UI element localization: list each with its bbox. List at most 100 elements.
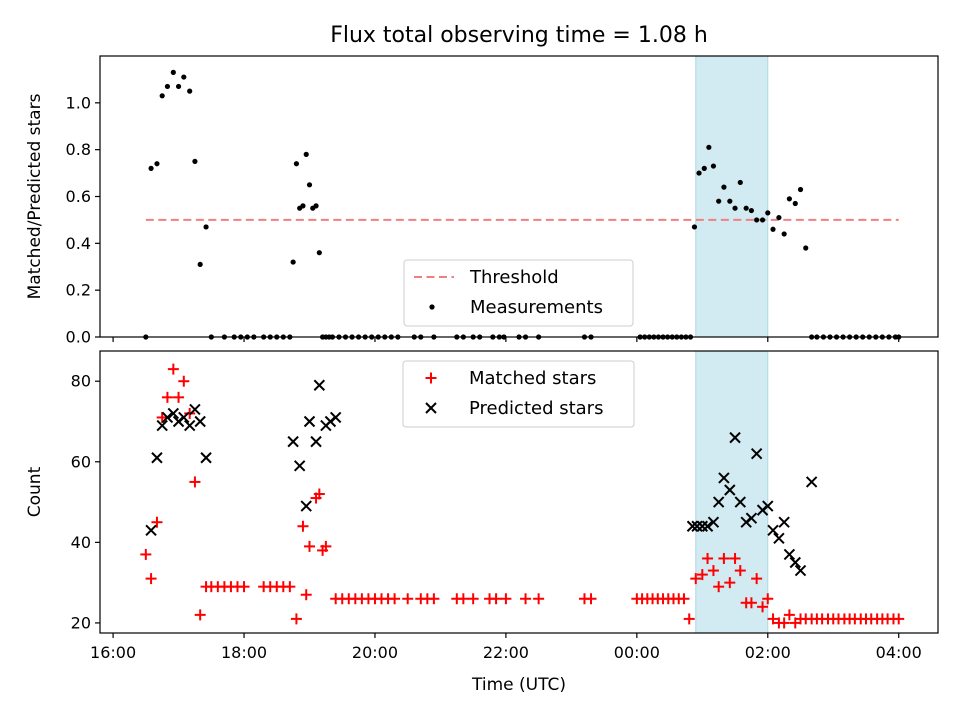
predicted-star-point <box>329 411 342 424</box>
predicted-star-point <box>310 435 322 448</box>
matched-star-point <box>389 593 401 605</box>
legend-box <box>403 259 634 327</box>
measurement-point <box>203 224 209 230</box>
predicted-star-point <box>729 431 741 444</box>
y-tick-label: 0.6 <box>66 187 91 206</box>
predicted-star-point <box>183 419 196 432</box>
measurement-point <box>164 83 171 90</box>
matched-star-point <box>783 609 795 621</box>
predicted-star-point <box>712 496 725 508</box>
measurement-point <box>187 88 193 94</box>
matched-star-point <box>762 593 774 605</box>
predicted-star-point <box>783 548 796 561</box>
x-tick-label: 18:00 <box>221 643 267 662</box>
measurement-point <box>159 93 165 99</box>
matched-star-point <box>500 593 512 605</box>
predicted-star-point <box>696 520 709 532</box>
matched-star-point <box>145 573 157 585</box>
matched-star-point <box>724 577 736 589</box>
matched-star-point <box>678 593 690 605</box>
matched-star-point <box>173 391 185 403</box>
y-tick-label: 60 <box>71 452 91 471</box>
measurement-point <box>803 245 809 251</box>
plot-frame <box>99 350 939 634</box>
predicted-star-point <box>686 520 699 532</box>
matched-star-point <box>713 581 725 593</box>
measurement-point <box>306 182 313 188</box>
matched-star-point <box>297 520 309 532</box>
matched-star-point <box>767 613 779 625</box>
predicted-star-point <box>767 524 779 536</box>
series-predicted-stars <box>145 379 818 577</box>
measurement-point <box>316 250 322 256</box>
y-tick-label: 40 <box>71 533 91 552</box>
x-tick-label: 00:00 <box>614 643 660 662</box>
matched-star-point <box>167 363 179 375</box>
x-tick-label: 02:00 <box>745 643 791 662</box>
measurement-point <box>792 200 798 207</box>
measurement-point <box>776 214 782 221</box>
predicted-star-point <box>200 452 212 464</box>
ratio-panel: 0.0 0.2 0.4 0.6 0.8 1.0 Matched/Predicted star… <box>25 55 939 347</box>
y-tick-label: 0.8 <box>66 140 91 159</box>
measurement-point <box>786 196 792 202</box>
legend-label: Predicted stars <box>469 398 603 419</box>
legend-swatch <box>429 304 435 310</box>
matched-star-point <box>745 597 757 609</box>
matched-star-point <box>696 569 708 581</box>
predicted-star-point <box>718 472 730 484</box>
measurement-point <box>748 207 755 214</box>
measurement-point <box>175 83 182 90</box>
predicted-star-point <box>293 460 306 472</box>
predicted-star-point <box>734 496 746 508</box>
measurement-point <box>170 69 176 75</box>
predicted-star-point <box>691 520 703 532</box>
matched-star-point <box>178 375 190 387</box>
y-tick-label: 0.4 <box>66 234 91 253</box>
measurement-point <box>721 184 727 190</box>
matched-star-point <box>718 552 730 564</box>
matched-star-point <box>707 565 719 577</box>
measurement-point <box>781 231 787 237</box>
measurement-point <box>300 203 306 209</box>
predicted-star-point <box>750 448 763 460</box>
y-tick-label: 1.0 <box>66 93 91 112</box>
legend-swatch <box>425 402 437 414</box>
legend-swatch <box>425 372 437 384</box>
series-matched-stars <box>140 363 905 629</box>
y-tick-label: 20 <box>71 613 91 632</box>
predicted-star-point <box>189 403 201 416</box>
matched-star-point <box>140 548 152 560</box>
legend: Threshold Measurements <box>403 259 634 327</box>
matched-star-point <box>533 593 545 605</box>
measurement-point <box>148 165 154 171</box>
x-axis-label: Time (UTC) <box>471 675 566 695</box>
matched-star-point <box>189 476 201 488</box>
y-axis-label: Count <box>25 466 45 517</box>
matched-star-point <box>156 411 168 423</box>
predicted-star-point <box>745 512 758 524</box>
predicted-star-point <box>194 415 206 428</box>
measurement-point <box>691 224 698 230</box>
matched-star-point <box>194 609 206 621</box>
predicted-star-point <box>167 407 180 420</box>
predicted-star-point <box>313 379 326 391</box>
matched-star-point <box>467 593 479 605</box>
matched-star-point <box>457 593 469 605</box>
predicted-star-point <box>156 419 168 432</box>
measurement-point <box>710 163 717 169</box>
matched-star-point <box>490 593 502 605</box>
measurement-point <box>765 210 771 216</box>
measurement-point <box>154 161 160 167</box>
y-tick-label: 0.0 <box>66 328 91 347</box>
matched-star-point <box>893 613 905 625</box>
measurement-point <box>759 217 766 223</box>
x-tick-label: 22:00 <box>483 643 529 662</box>
measurement-point <box>192 158 198 164</box>
measurement-point <box>770 226 776 232</box>
predicted-star-point <box>287 435 299 448</box>
matched-star-point <box>428 593 440 605</box>
x-tick-label: 04:00 <box>876 643 922 662</box>
measurement-point <box>313 203 319 209</box>
matched-star-point <box>683 613 695 625</box>
